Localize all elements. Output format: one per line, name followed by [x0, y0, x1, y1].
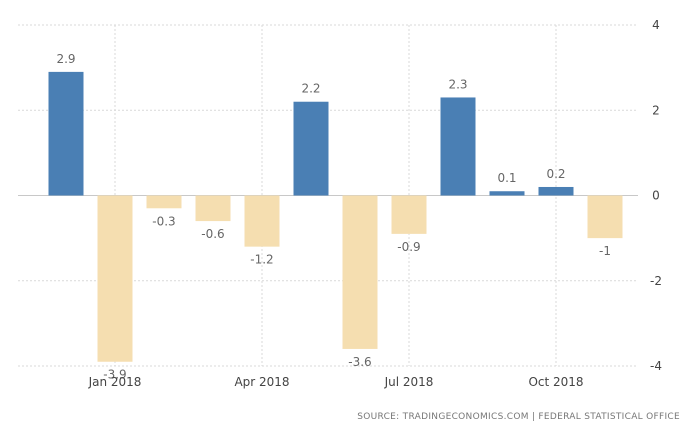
y-tick-label: -2	[650, 274, 662, 288]
x-tick-label: Oct 2018	[528, 375, 583, 389]
bar-value-label: 2.2	[301, 82, 320, 96]
bar-value-labels: 2.9 -3.9 -0.3 -0.6 -1.2 2.2 -3.6 -0.9 2.3 0.1 0.2 -…	[56, 52, 611, 382]
x-tick-label: Jul 2018	[384, 375, 434, 389]
bar-value-label: 2.3	[448, 77, 467, 91]
bar-value-label: 2.9	[56, 52, 75, 66]
bar-positive	[538, 186, 574, 196]
bar-negative	[244, 195, 280, 247]
y-tick-label: 4	[652, 18, 660, 32]
bar-negative	[342, 195, 378, 349]
y-tick-label: 2	[652, 103, 660, 117]
x-tick-label: Apr 2018	[234, 375, 289, 389]
y-tick-label: 0	[652, 189, 660, 203]
bar-value-label: -1	[599, 244, 611, 258]
bar-negative	[587, 195, 623, 239]
bar-value-label: -3.9	[103, 368, 126, 382]
bar-negative	[97, 195, 133, 362]
bar-positive	[489, 191, 525, 196]
bar-negative	[146, 195, 182, 209]
x-tick-label: Jan 2018	[88, 375, 142, 389]
bar-value-label: 0.2	[546, 167, 565, 181]
bar-negative	[195, 195, 231, 222]
bar-value-label: -3.6	[348, 355, 371, 369]
bars	[48, 71, 623, 362]
bar-value-label: -0.6	[201, 227, 224, 241]
bar-value-label: -0.9	[397, 240, 420, 254]
source-note: SOURCE: TRADINGECONOMICS.COM | FEDERAL S…	[357, 412, 680, 422]
y-tick-label: -4	[650, 359, 662, 373]
bar-value-label: 0.1	[497, 171, 516, 185]
bar-negative	[391, 195, 427, 234]
y-axis-ticks: 4 2 0 -2 -4	[650, 18, 662, 373]
bar-positive	[48, 71, 84, 196]
bar-positive	[293, 101, 329, 196]
bar-value-label: -0.3	[152, 214, 175, 228]
x-axis-ticks: Jan 2018 Apr 2018 Jul 2018 Oct 2018	[88, 375, 584, 389]
bar-value-label: -1.2	[250, 253, 273, 267]
bar-positive	[440, 97, 476, 196]
